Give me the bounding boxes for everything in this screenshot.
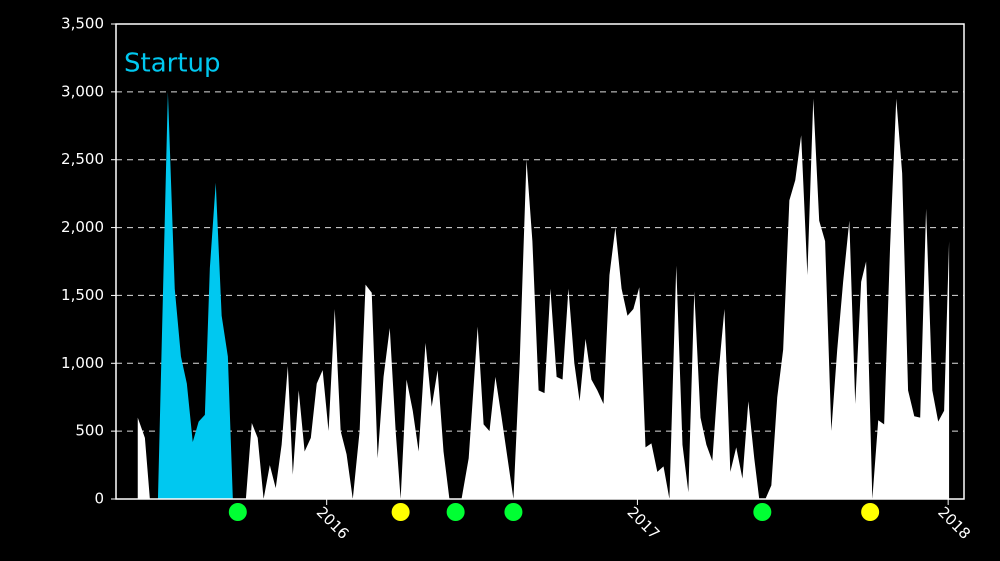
y-tick-label: 2,000 [61,218,104,236]
event-marker [504,503,523,521]
legend-label: Startup [124,49,221,79]
event-marker [861,503,880,521]
y-tick-label: 1,500 [61,286,104,304]
event-marker [446,503,465,521]
y-tick-label: 3,500 [61,15,104,33]
area [137,98,950,500]
y-tick-label: 0 [94,490,104,508]
x-tick-label: 2016 [313,503,353,543]
event-marker [228,503,247,521]
x-tick-label: 2018 [934,503,974,543]
event-marker [753,503,772,521]
y-tick-label: 2,500 [61,150,104,168]
event-marker [391,503,410,521]
plot-frame [115,23,965,500]
y-tick-label: 500 [75,422,104,440]
y-tick-label: 3,000 [61,82,104,100]
area [157,91,233,499]
y-tick-label: 1,000 [61,354,104,372]
x-tick-label: 2017 [624,503,664,543]
